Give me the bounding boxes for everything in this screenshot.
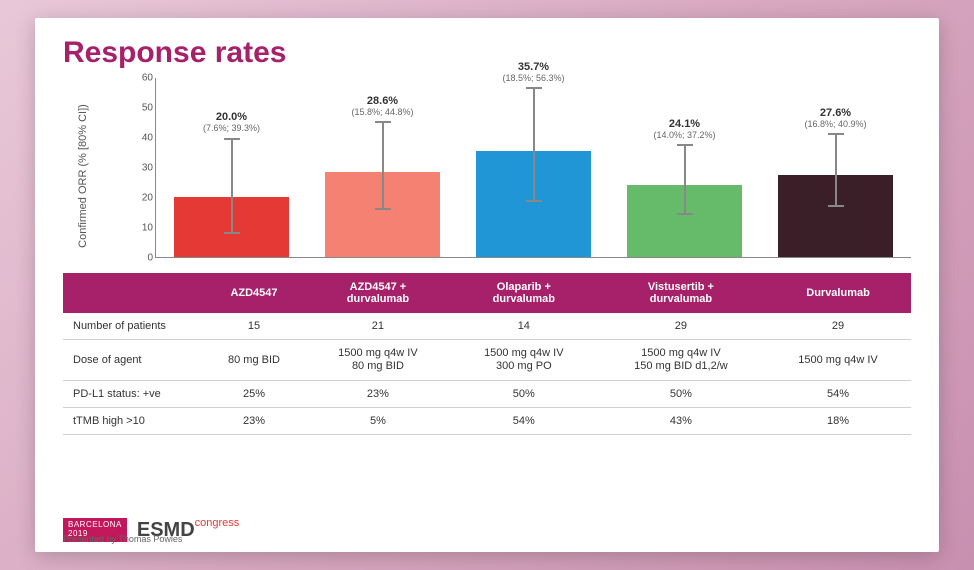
table-corner [63, 273, 203, 313]
error-cap [677, 213, 693, 215]
column-header: Vistusertib +durvalumab [597, 273, 765, 313]
error-cap [677, 144, 693, 146]
table-cell: 5% [305, 408, 451, 435]
bar-slot: 27.6%(16.8%; 40.9%) [760, 78, 911, 257]
row-label: Dose of agent [63, 340, 203, 381]
bar-slot: 20.0%(7.6%; 39.3%) [156, 78, 307, 257]
data-table: AZD4547AZD4547 +durvalumabOlaparib +durv… [63, 273, 911, 435]
table-cell: 54% [451, 408, 597, 435]
footer: BARCELONA 2019 ESMDcongress [63, 512, 911, 542]
error-cap [375, 208, 391, 210]
error-cap [526, 87, 542, 89]
table-cell: 50% [451, 381, 597, 408]
y-tick: 40 [123, 133, 153, 144]
table-row: Dose of agent80 mg BID1500 mg q4w IV 80 … [63, 340, 911, 381]
bar-slot: 28.6%(15.8%; 44.8%) [307, 78, 458, 257]
y-tick: 60 [123, 73, 153, 84]
plot-area: 20.0%(7.6%; 39.3%) 28.6%(15.8%; 44.8%) 35.… [155, 78, 911, 258]
table-cell: 1500 mg q4w IV 80 mg BID [305, 340, 451, 381]
bar-slot: 35.7%(18.5%; 56.3%) [458, 78, 609, 257]
error-cap [375, 121, 391, 123]
table-cell: 43% [597, 408, 765, 435]
table-cell: 18% [765, 408, 911, 435]
presented-by: Presented by Thomas Powles [63, 534, 182, 544]
table-header: AZD4547AZD4547 +durvalumabOlaparib +durv… [63, 273, 911, 313]
table-cell: 29 [765, 313, 911, 340]
y-tick: 30 [123, 163, 153, 174]
bar-slot: 24.1%(14.0%; 37.2%) [609, 78, 760, 257]
error-cap [224, 138, 240, 140]
table-cell: 80 mg BID [203, 340, 305, 381]
error-bar [382, 123, 384, 210]
table-cell: 21 [305, 313, 451, 340]
table-cell: 14 [451, 313, 597, 340]
logo-sup: congress [195, 517, 240, 529]
table-row: PD-L1 status: +ve25%23%50%50%54% [63, 381, 911, 408]
table-cell: 23% [203, 408, 305, 435]
error-bar [835, 135, 837, 207]
table-cell: 50% [597, 381, 765, 408]
y-axis: 0102030405060 [123, 78, 153, 258]
error-bar [231, 140, 233, 235]
table-header-row: AZD4547AZD4547 +durvalumabOlaparib +durv… [63, 273, 911, 313]
error-cap [828, 133, 844, 135]
y-axis-label: Confirmed ORR (% [80% CI]) [77, 104, 89, 248]
bar-value-label: 28.6%(15.8%; 44.8%) [351, 95, 413, 118]
table-cell: 54% [765, 381, 911, 408]
y-tick: 0 [123, 253, 153, 264]
error-bar [533, 89, 535, 202]
table-body: Number of patients1521142929Dose of agen… [63, 313, 911, 435]
error-cap [828, 205, 844, 207]
y-tick: 10 [123, 223, 153, 234]
slide-title: Response rates [63, 36, 911, 70]
row-label: PD-L1 status: +ve [63, 381, 203, 408]
y-tick: 20 [123, 193, 153, 204]
column-header: Durvalumab [765, 273, 911, 313]
row-label: tTMB high >10 [63, 408, 203, 435]
column-header: AZD4547 +durvalumab [305, 273, 451, 313]
error-bar [684, 146, 686, 215]
y-tick: 50 [123, 103, 153, 114]
error-cap [224, 232, 240, 234]
table-cell: 15 [203, 313, 305, 340]
table-cell: 23% [305, 381, 451, 408]
column-header: Olaparib +durvalumab [451, 273, 597, 313]
bar-chart: Confirmed ORR (% [80% CI]) 0102030405060… [133, 78, 911, 273]
error-cap [526, 200, 542, 202]
bar-value-label: 35.7%(18.5%; 56.3%) [502, 61, 564, 84]
table-cell: 25% [203, 381, 305, 408]
table-cell: 1500 mg q4w IV [765, 340, 911, 381]
table-cell: 1500 mg q4w IV 150 mg BID d1,2/w [597, 340, 765, 381]
table-row: tTMB high >1023%5%54%43%18% [63, 408, 911, 435]
bar-value-label: 27.6%(16.8%; 40.9%) [804, 107, 866, 130]
row-label: Number of patients [63, 313, 203, 340]
table-cell: 29 [597, 313, 765, 340]
bars-container: 20.0%(7.6%; 39.3%) 28.6%(15.8%; 44.8%) 35.… [156, 78, 911, 257]
slide: Response rates Confirmed ORR (% [80% CI]… [35, 18, 939, 552]
bar-value-label: 20.0%(7.6%; 39.3%) [203, 111, 260, 134]
table-cell: 1500 mg q4w IV 300 mg PO [451, 340, 597, 381]
bar-value-label: 24.1%(14.0%; 37.2%) [653, 118, 715, 141]
column-header: AZD4547 [203, 273, 305, 313]
table-row: Number of patients1521142929 [63, 313, 911, 340]
